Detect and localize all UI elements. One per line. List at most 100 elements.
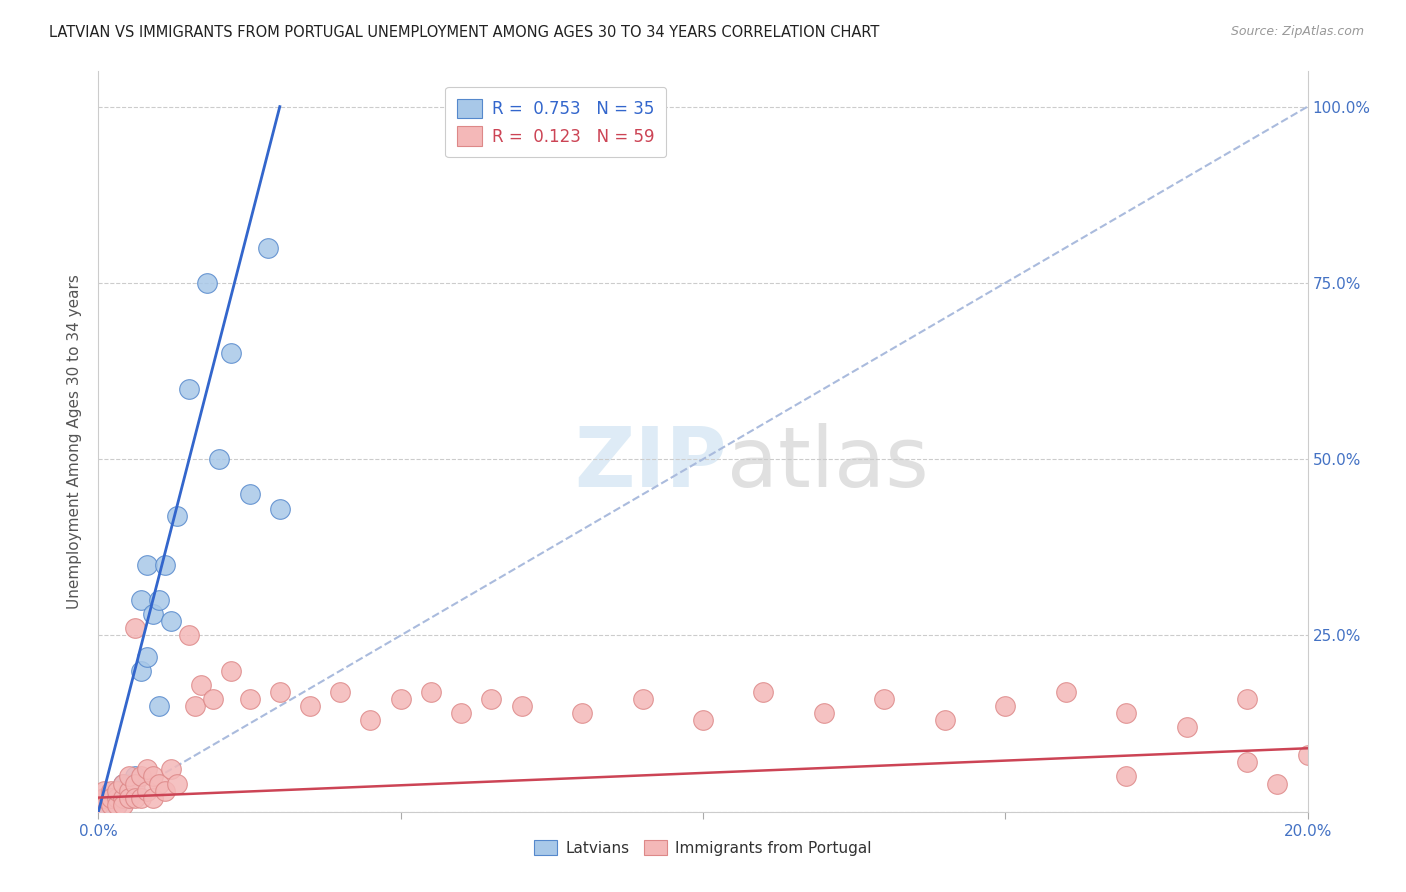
Point	[481, 692, 503, 706]
Point	[124, 769, 146, 783]
Point	[166, 508, 188, 523]
Text: LATVIAN VS IMMIGRANTS FROM PORTUGAL UNEMPLOYMENT AMONG AGES 30 TO 34 YEARS CORRE: LATVIAN VS IMMIGRANTS FROM PORTUGAL UNEM…	[49, 25, 880, 40]
Point	[118, 783, 141, 797]
Point	[1054, 685, 1077, 699]
Point	[100, 783, 122, 797]
Point	[142, 607, 165, 622]
Point	[752, 685, 775, 699]
Point	[1115, 706, 1137, 720]
Point	[256, 241, 278, 255]
Point	[105, 797, 128, 812]
Point	[100, 790, 122, 805]
Point	[105, 797, 128, 812]
Point	[1236, 756, 1258, 770]
Point	[93, 783, 115, 797]
Point	[221, 346, 243, 360]
Point	[510, 698, 533, 713]
Text: Source: ZipAtlas.com: Source: ZipAtlas.com	[1230, 25, 1364, 38]
Point	[105, 783, 128, 797]
Point	[450, 706, 472, 720]
Point	[179, 628, 201, 642]
Point	[329, 685, 352, 699]
Point	[124, 790, 146, 805]
Point	[269, 501, 291, 516]
Point	[142, 769, 165, 783]
Point	[135, 649, 157, 664]
Point	[221, 664, 243, 678]
Point	[148, 698, 170, 713]
Point	[202, 692, 225, 706]
Point	[1296, 748, 1319, 763]
Text: atlas: atlas	[727, 423, 929, 504]
Point	[179, 382, 201, 396]
Point	[87, 797, 110, 812]
Legend: Latvians, Immigrants from Portugal: Latvians, Immigrants from Portugal	[527, 832, 879, 863]
Point	[118, 790, 141, 805]
Point	[124, 783, 146, 797]
Point	[195, 276, 218, 290]
Point	[100, 797, 122, 812]
Point	[100, 790, 122, 805]
Point	[360, 713, 382, 727]
Point	[105, 783, 128, 797]
Point	[239, 692, 262, 706]
Point	[111, 783, 134, 797]
Point	[142, 790, 165, 805]
Point	[239, 487, 262, 501]
Point	[129, 769, 152, 783]
Point	[118, 769, 141, 783]
Point	[1267, 776, 1289, 790]
Point	[1236, 692, 1258, 706]
Point	[87, 797, 110, 812]
Point	[208, 452, 231, 467]
Point	[111, 776, 134, 790]
Point	[118, 776, 141, 790]
Point	[148, 593, 170, 607]
Point	[129, 593, 152, 607]
Point	[994, 698, 1017, 713]
Point	[135, 558, 157, 572]
Point	[153, 783, 176, 797]
Point	[105, 790, 128, 805]
Point	[100, 797, 122, 812]
Point	[135, 763, 157, 777]
Point	[124, 776, 146, 790]
Point	[160, 615, 183, 629]
Point	[631, 692, 654, 706]
Point	[93, 790, 115, 805]
Point	[129, 664, 152, 678]
Point	[420, 685, 443, 699]
Point	[299, 698, 322, 713]
Point	[160, 763, 183, 777]
Point	[813, 706, 835, 720]
Point	[118, 790, 141, 805]
Point	[111, 797, 134, 812]
Point	[184, 698, 207, 713]
Y-axis label: Unemployment Among Ages 30 to 34 years: Unemployment Among Ages 30 to 34 years	[67, 274, 83, 609]
Point	[934, 713, 956, 727]
Point	[692, 713, 714, 727]
Point	[118, 783, 141, 797]
Point	[111, 776, 134, 790]
Point	[100, 790, 122, 805]
Point	[153, 558, 176, 572]
Point	[129, 790, 152, 805]
Point	[148, 776, 170, 790]
Point	[1175, 720, 1198, 734]
Text: ZIP: ZIP	[575, 423, 727, 504]
Point	[571, 706, 593, 720]
Point	[190, 678, 212, 692]
Point	[135, 783, 157, 797]
Point	[93, 790, 115, 805]
Point	[389, 692, 412, 706]
Point	[124, 621, 146, 635]
Point	[111, 790, 134, 805]
Point	[1115, 769, 1137, 783]
Point	[269, 685, 291, 699]
Point	[105, 790, 128, 805]
Point	[873, 692, 896, 706]
Point	[105, 783, 128, 797]
Point	[111, 790, 134, 805]
Point	[93, 797, 115, 812]
Point	[166, 776, 188, 790]
